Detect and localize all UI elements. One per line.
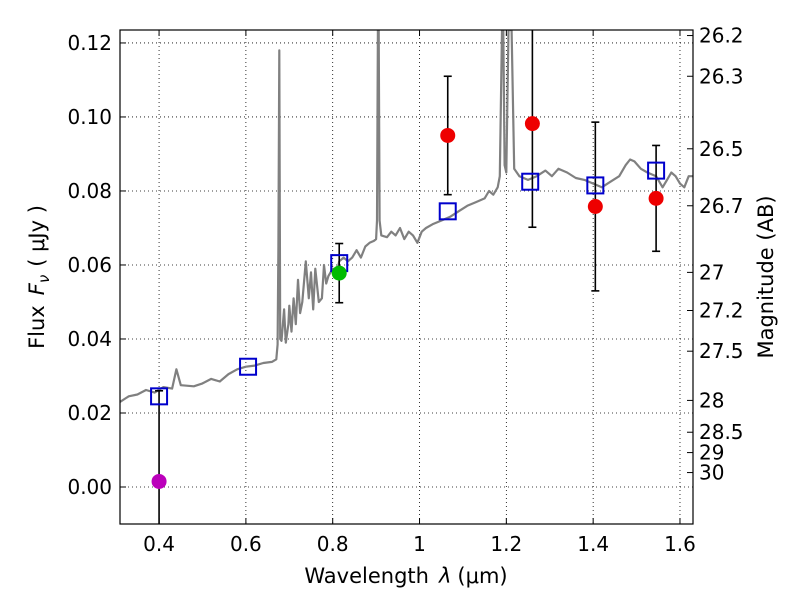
model-photometry-square (239, 357, 258, 376)
mag-tick-label: 29 (699, 441, 724, 465)
x-tick-label: 1.6 (664, 532, 696, 556)
observed-data-point (587, 199, 603, 215)
mag-tick-label: 26.3 (699, 64, 744, 88)
observed-data-point (331, 265, 347, 281)
observed-data-point (648, 190, 664, 206)
y-tick-label: 0.10 (67, 105, 112, 129)
mag-tick-label: 26.7 (699, 194, 744, 218)
plot-area (120, 30, 693, 524)
model-photometry-square (521, 172, 540, 191)
mag-tick-label: 27 (699, 260, 724, 284)
y-tick-label: 0.02 (67, 401, 112, 425)
y-tick-label: 0.12 (67, 31, 112, 55)
x-tick-label: 1 (413, 532, 426, 556)
y-tick-label: 0.06 (67, 253, 112, 277)
observed-data-point (524, 116, 540, 132)
mag-tick-label: 30 (699, 461, 724, 485)
mag-tick-label: 28 (699, 388, 724, 412)
mag-tick-label: 26.2 (699, 24, 744, 48)
x-tick-label: 0.6 (230, 532, 262, 556)
model-photometry-square (586, 176, 605, 195)
y-axis-label: FluxFν( μJy ) (25, 205, 53, 349)
model-photometry-square (647, 161, 666, 180)
x-axis-label: Wavelength λ (μm) (304, 564, 507, 588)
model-spectrum-line (120, 30, 693, 403)
mag-tick-label: 28.5 (699, 420, 744, 444)
ticks: 0.4 0.6 0.8 1 1.2 1.4 1.6 0.00 0.02 0.04 0.06 0.08 0… (67, 24, 743, 556)
observed-data-point (440, 127, 456, 143)
model-photometry-square (150, 387, 169, 406)
mag-tick-label: 26.5 (699, 137, 744, 161)
x-tick-label: 1.2 (490, 532, 522, 556)
mag-tick-label: 27.2 (699, 298, 744, 322)
model-photometry-square (438, 202, 457, 221)
x-tick-label: 0.8 (317, 532, 349, 556)
x-tick-label: 1.4 (577, 532, 609, 556)
mag-tick-label: 27.5 (699, 339, 744, 363)
y-tick-label: 0.00 (67, 475, 112, 499)
observed-data-point (151, 473, 167, 489)
y-tick-label: 0.04 (67, 327, 112, 351)
y-tick-label: 0.08 (67, 179, 112, 203)
x-tick-label: 0.4 (143, 532, 175, 556)
y2-axis-label: Magnitude (AB) (754, 195, 778, 358)
plot-frame (119, 29, 694, 525)
